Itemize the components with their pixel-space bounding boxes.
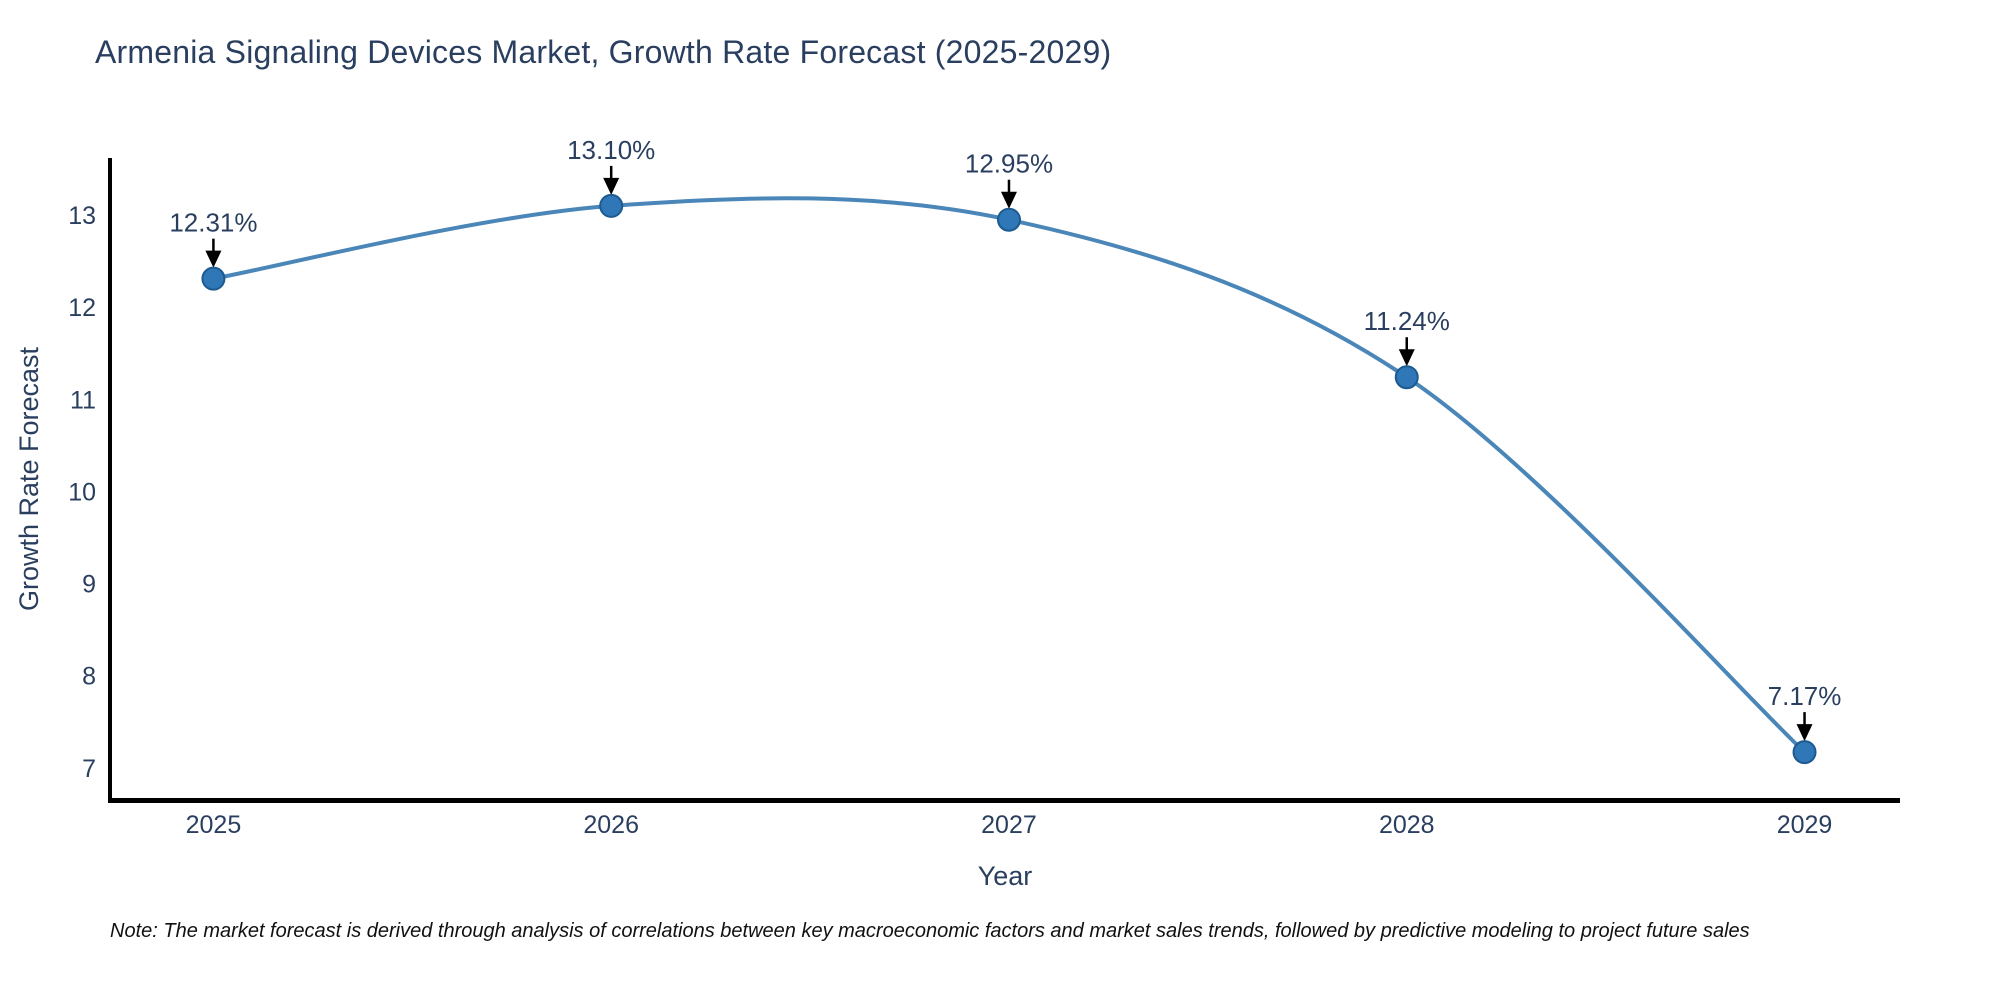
- x-axis-title: Year: [978, 861, 1033, 891]
- annotation-arrowhead-icon: [205, 250, 222, 268]
- y-tick-label: 11: [70, 386, 96, 414]
- x-tick-label: 2026: [583, 811, 639, 839]
- data-point-marker[interactable]: [1394, 365, 1419, 390]
- x-tick-label: 2029: [1777, 811, 1833, 839]
- y-tick-label: 8: [82, 663, 96, 691]
- point-annotation-label: 12.31%: [169, 208, 257, 238]
- data-point-marker[interactable]: [201, 266, 226, 291]
- chart-title: Armenia Signaling Devices Market, Growth…: [95, 34, 1112, 70]
- x-tick-label: 2025: [186, 811, 242, 839]
- data-point-marker[interactable]: [1792, 740, 1817, 765]
- y-tick-label: 9: [82, 571, 96, 599]
- x-tick-label: 2027: [981, 811, 1037, 839]
- y-tick-label: 13: [68, 202, 96, 230]
- y-tick-label: 10: [68, 478, 96, 506]
- point-annotation-label: 12.95%: [965, 149, 1053, 179]
- x-axis-spine: [108, 798, 1900, 803]
- data-point-marker[interactable]: [599, 193, 624, 218]
- y-axis-spine: [108, 158, 112, 803]
- y-tick-label: 7: [82, 755, 96, 783]
- chart-footnote: Note: The market forecast is derived thr…: [110, 920, 1750, 942]
- point-annotation-label: 13.10%: [567, 135, 655, 165]
- y-axis-title: Growth Rate Forecast: [14, 346, 44, 611]
- trend-line: [211, 196, 1807, 755]
- y-tick-label: 12: [68, 294, 96, 322]
- point-annotation-label: 11.24%: [1364, 306, 1450, 336]
- point-annotation-label: 7.17%: [1768, 681, 1842, 711]
- data-point-marker[interactable]: [996, 207, 1021, 232]
- annotation-arrowhead-icon: [1398, 349, 1415, 367]
- annotation-arrowhead-icon: [1796, 724, 1813, 742]
- x-tick-label: 2028: [1379, 811, 1435, 839]
- annotation-arrowhead-icon: [603, 177, 620, 195]
- annotation-arrowhead-icon: [1000, 191, 1017, 209]
